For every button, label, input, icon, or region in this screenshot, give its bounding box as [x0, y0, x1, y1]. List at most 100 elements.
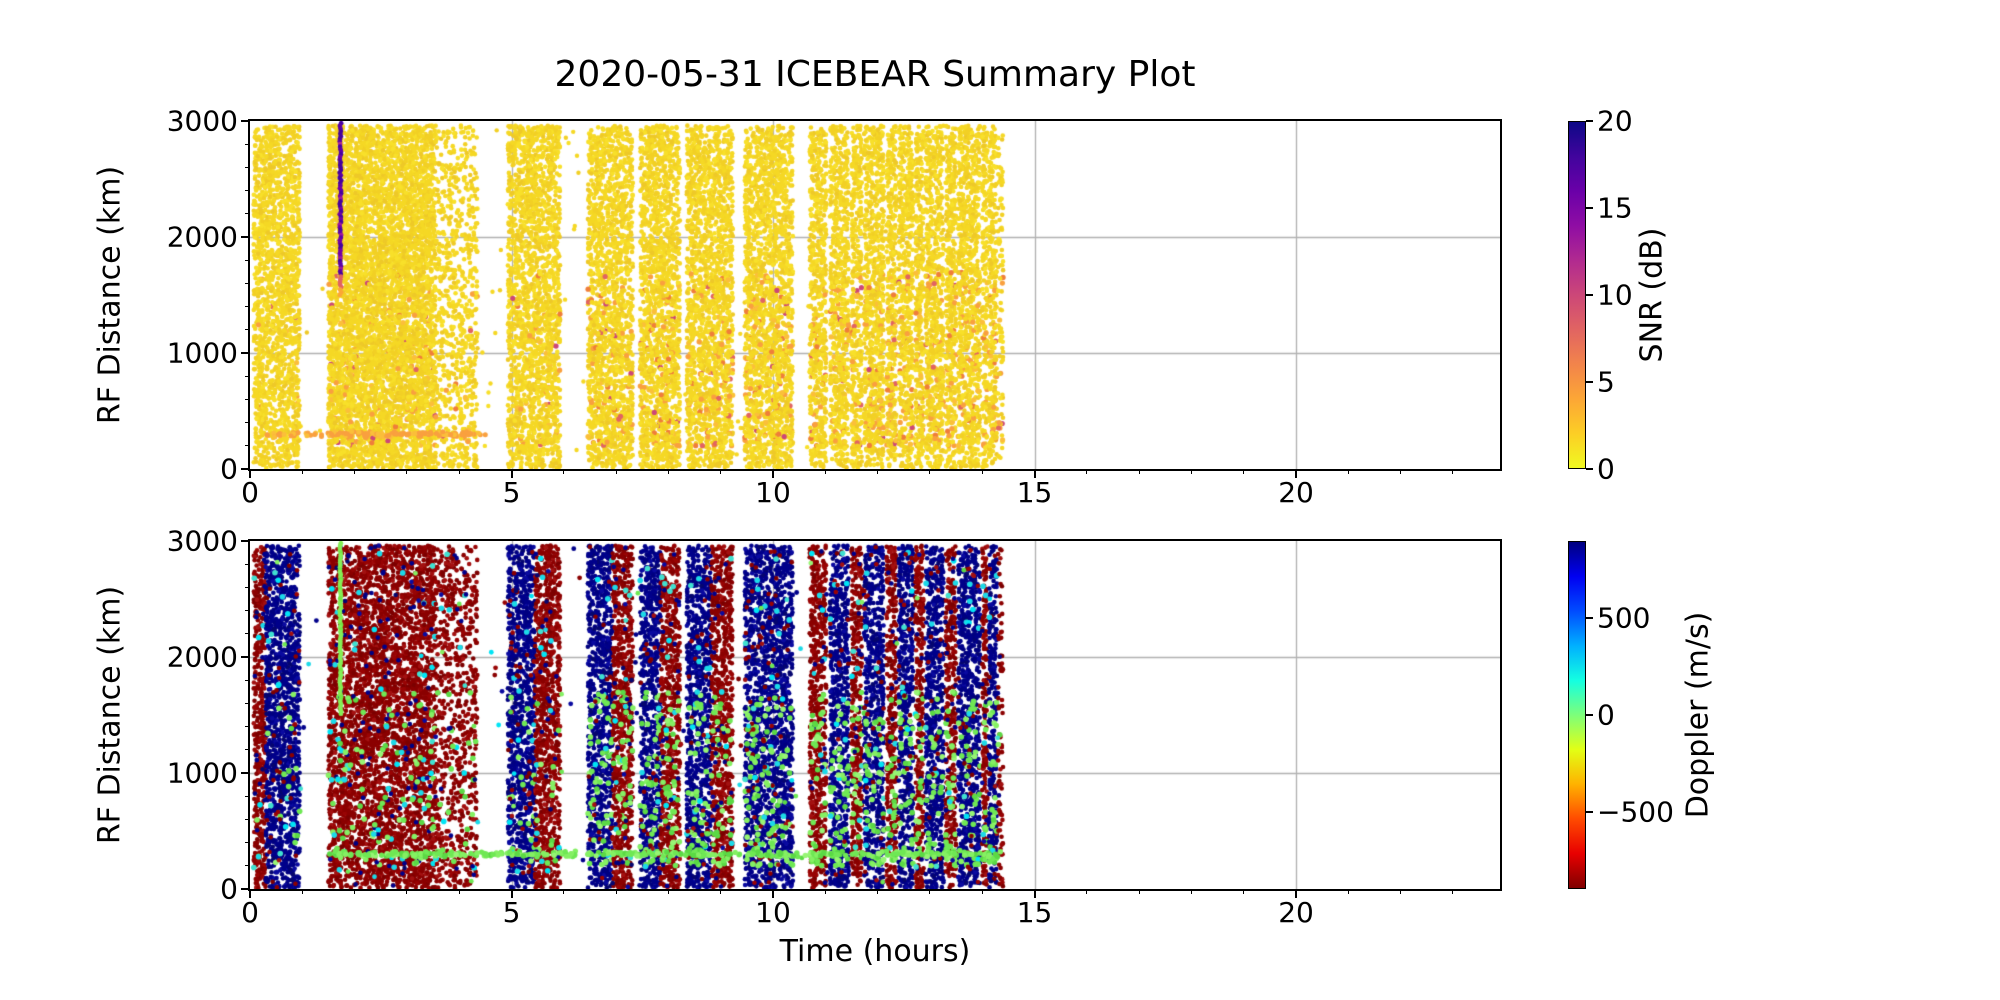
y-minor-tick — [245, 633, 250, 635]
y-minor-tick — [245, 166, 250, 168]
y-minor-tick — [245, 842, 250, 844]
x-tick-label: 0 — [241, 476, 259, 509]
x-tick-label: 10 — [755, 476, 791, 509]
colorbar-tick — [1586, 120, 1593, 122]
colorbar-tick — [1586, 714, 1593, 716]
y-major-tick — [241, 772, 250, 774]
x-minor-tick — [1243, 889, 1245, 894]
y-minor-tick — [245, 679, 250, 681]
x-minor-tick — [929, 469, 931, 474]
y-major-tick — [241, 656, 250, 658]
x-minor-tick — [1190, 889, 1192, 894]
x-minor-tick — [1452, 469, 1454, 474]
doppler-colorbar-label: Doppler (m/s) — [1680, 611, 1716, 819]
x-major-tick — [510, 469, 513, 478]
x-minor-tick — [406, 889, 408, 894]
x-major-tick — [1295, 469, 1298, 478]
snr-colorbar-label: SNR (dB) — [1634, 227, 1670, 363]
y-tick-label: 0 — [220, 872, 238, 906]
x-minor-tick — [720, 469, 722, 474]
y-minor-tick — [245, 563, 250, 565]
x-major-tick — [772, 889, 774, 898]
x-axis-label: Time (hours) — [779, 934, 971, 969]
x-minor-tick — [563, 469, 565, 474]
colorbar-tick-label: 10 — [1597, 278, 1633, 312]
x-minor-tick — [1400, 889, 1402, 894]
x-minor-tick — [1138, 469, 1140, 474]
x-major-tick — [249, 889, 251, 898]
x-minor-tick — [1347, 889, 1349, 894]
x-minor-tick — [981, 469, 983, 474]
x-minor-tick — [667, 469, 669, 474]
y-minor-tick — [245, 749, 250, 751]
x-major-tick — [249, 469, 251, 478]
x-tick-label: 15 — [1016, 896, 1053, 929]
x-minor-tick — [1086, 889, 1088, 894]
y-minor-tick — [245, 726, 250, 728]
y-tick-label: 2000 — [166, 640, 238, 674]
y-minor-tick — [245, 702, 250, 704]
colorbar-tick-label: 5 — [1597, 365, 1615, 399]
x-major-tick — [1295, 889, 1298, 898]
y-minor-tick — [245, 143, 250, 145]
y-minor-tick — [245, 422, 250, 424]
y-tick-label: 3000 — [166, 524, 238, 558]
y-tick-label: 1000 — [166, 756, 238, 790]
x-minor-tick — [354, 889, 356, 894]
colorbar-tick-label: −500 — [1597, 795, 1674, 829]
x-minor-tick — [458, 889, 460, 894]
colorbar-tick-label: 0 — [1597, 452, 1615, 486]
x-tick-label: 20 — [1278, 896, 1314, 929]
doppler-scatter-canvas — [250, 541, 1500, 889]
x-minor-tick — [877, 469, 879, 474]
colorbar-tick — [1586, 294, 1593, 296]
x-major-tick — [1033, 889, 1036, 898]
x-minor-tick — [615, 889, 617, 894]
doppler-colorbar — [1568, 541, 1586, 889]
x-tick-label: 15 — [1016, 476, 1053, 509]
y-major-tick — [241, 888, 250, 890]
y-major-tick — [241, 352, 250, 354]
x-tick-label: 5 — [502, 476, 521, 509]
x-minor-tick — [1243, 469, 1245, 474]
x-minor-tick — [563, 889, 565, 894]
x-minor-tick — [301, 889, 303, 894]
y-minor-tick — [245, 610, 250, 612]
y-minor-tick — [245, 398, 250, 400]
snr-scatter-canvas — [250, 121, 1500, 469]
x-minor-tick — [615, 469, 617, 474]
x-minor-tick — [1400, 469, 1402, 474]
y-minor-tick — [245, 865, 250, 867]
chart-title: 2020-05-31 ICEBEAR Summary Plot — [554, 54, 1196, 95]
y-minor-tick — [245, 190, 250, 192]
colorbar-tick — [1586, 207, 1593, 209]
x-minor-tick — [1347, 469, 1349, 474]
doppler-y-axis-label: RF Distance (km) — [92, 585, 128, 845]
y-minor-tick — [245, 375, 250, 377]
y-tick-label: 1000 — [166, 336, 238, 370]
x-minor-tick — [1138, 889, 1140, 894]
colorbar-tick — [1586, 381, 1593, 383]
x-minor-tick — [981, 889, 983, 894]
y-tick-label: 2000 — [166, 220, 238, 254]
x-tick-label: 20 — [1278, 476, 1314, 509]
y-minor-tick — [245, 306, 250, 308]
x-minor-tick — [406, 469, 408, 474]
snr-y-axis-label: RF Distance (km) — [92, 165, 128, 425]
y-minor-tick — [245, 282, 250, 284]
x-minor-tick — [877, 889, 879, 894]
x-major-tick — [1033, 469, 1036, 478]
x-minor-tick — [1190, 469, 1192, 474]
x-tick-label: 5 — [502, 896, 521, 929]
colorbar-tick-label: 0 — [1597, 698, 1615, 732]
colorbar-tick-label: 15 — [1597, 191, 1633, 225]
x-minor-tick — [667, 889, 669, 894]
y-minor-tick — [245, 213, 250, 215]
y-minor-tick — [245, 259, 250, 261]
y-minor-tick — [245, 586, 250, 588]
x-minor-tick — [824, 469, 826, 474]
y-minor-tick — [245, 445, 250, 447]
x-minor-tick — [301, 469, 303, 474]
y-major-tick — [241, 540, 250, 542]
